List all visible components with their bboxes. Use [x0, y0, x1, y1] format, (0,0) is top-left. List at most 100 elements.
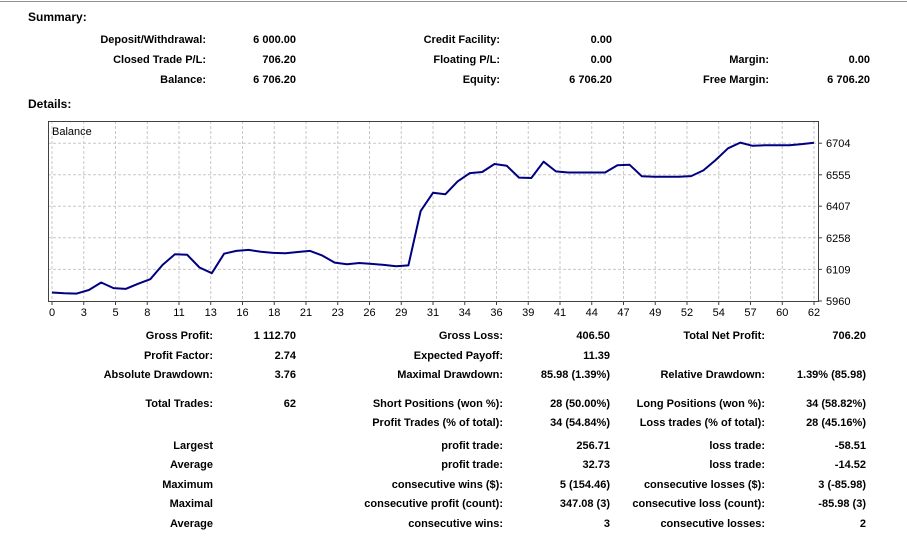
stat-value: 85.98 (1.39%): [540, 369, 610, 381]
stat-value: 62: [283, 397, 296, 410]
y-axis-label: 6555: [826, 170, 850, 182]
stat-value: 3 (-85.98): [818, 478, 866, 491]
stat-label: Relative Drawdown:: [660, 369, 765, 381]
stats-row: Total Trades: 62 Short Positions (won %): 2…: [28, 395, 866, 415]
stat-value: 34 (58.82%): [806, 397, 866, 410]
stat-value: [213, 456, 296, 476]
x-axis-label: 57: [744, 307, 756, 318]
x-axis-label: 49: [649, 307, 661, 318]
stat-value: 32.73: [582, 459, 610, 471]
x-axis-label: 8: [144, 307, 150, 318]
x-axis-label: 54: [713, 307, 725, 318]
stat-label: Short Positions (won %):: [372, 397, 503, 410]
stat-value: 34 (54.84%): [550, 417, 610, 429]
stat-label: Credit Facility:: [423, 34, 500, 46]
stats-row: Maximal consecutive profit (count): 347.08…: [28, 495, 866, 515]
chart-plot-border: [48, 121, 819, 302]
x-axis-label: 13: [205, 307, 217, 318]
stat-value: 5 (154.46): [559, 478, 610, 491]
x-axis-label: 0: [49, 307, 55, 318]
stats-row: Average profit trade: 32.73 loss trade: -14.…: [28, 456, 866, 476]
stat-label: Profit Factor:: [143, 349, 213, 362]
stat-value: 2.74: [274, 349, 296, 362]
stats-row: Gross Profit: 1 112.70 Gross Loss: 406.50 To…: [28, 327, 866, 347]
stat-value: [213, 414, 296, 434]
stat-label: Closed Trade P/L:: [113, 54, 206, 66]
stat-label: profit trade:: [441, 439, 503, 452]
x-axis-label: 11: [173, 307, 184, 318]
stat-label: Long Positions (won %):: [636, 397, 765, 410]
stat-label: Profit Trades (% of total):: [372, 417, 503, 429]
x-axis-label: 41: [554, 307, 566, 318]
stats-group: Gross Profit: 1 112.70 Gross Loss: 406.50 To…: [28, 327, 866, 386]
stat-value: [213, 476, 296, 496]
stat-label: Maximal Drawdown:: [397, 369, 503, 381]
x-axis-label: 23: [332, 307, 344, 318]
stat-label: Absolute Drawdown:: [103, 369, 213, 381]
x-axis-label: 47: [617, 307, 629, 318]
x-axis-label: 29: [395, 307, 407, 318]
summary-heading: Summary:: [28, 10, 87, 24]
stat-label: Margin:: [729, 54, 769, 66]
x-axis-label: 18: [268, 307, 280, 318]
stat-value: 28 (50.00%): [550, 397, 610, 410]
details-heading: Details:: [28, 97, 72, 111]
stat-label: consecutive profit (count):: [364, 498, 503, 510]
stat-value: 6 706.20: [827, 74, 870, 86]
y-axis-label: 6258: [826, 233, 850, 245]
stats-row: Profit Trades (% of total): 34 (54.84%) Lo…: [28, 414, 866, 434]
x-axis-label: 39: [522, 307, 534, 318]
stats-row: Maximum consecutive wins ($): 5 (154.46) co…: [28, 476, 866, 496]
x-axis-label: 26: [363, 307, 375, 318]
x-axis-label: 31: [427, 307, 439, 318]
stat-value: 706.20: [832, 330, 866, 342]
stat-value: 0.00: [848, 54, 870, 66]
x-axis-label: 52: [681, 307, 693, 318]
y-axis-label: 6407: [826, 201, 850, 213]
stat-label: consecutive losses ($):: [643, 478, 765, 491]
summary-row: Deposit/Withdrawal: 6 000.00 Credit Facili…: [28, 30, 870, 50]
x-axis-label: 21: [300, 307, 312, 318]
stat-label: Deposit/Withdrawal:: [100, 34, 206, 46]
x-axis-label: 44: [586, 307, 598, 318]
stat-label: Maximal: [169, 498, 213, 510]
balance-chart: 6704 6555 6407 6258 6109 5960 0 3 5 8 11 13 16 18 21 23…: [0, 118, 907, 319]
stat-label: consecutive loss (count):: [632, 498, 765, 510]
stat-value: [213, 515, 296, 535]
stat-label: [612, 30, 769, 50]
summary-row: Closed Trade P/L: 706.20 Floating P/L: 0.00…: [28, 50, 870, 70]
stat-label: loss trade:: [709, 459, 765, 471]
stat-value: 706.20: [262, 54, 296, 66]
stat-label: Free Margin:: [702, 74, 769, 86]
stat-label: Gross Profit:: [145, 330, 213, 342]
stat-value: -14.52: [834, 459, 866, 471]
stat-label: Average: [169, 517, 213, 530]
stat-value: [765, 347, 866, 367]
stat-label: Largest: [173, 439, 213, 452]
stat-label: Expected Payoff:: [413, 349, 503, 362]
x-axis-label: 3: [81, 307, 87, 318]
stat-value: 3.76: [274, 369, 296, 381]
stat-value: [769, 30, 870, 50]
stat-value: 406.50: [576, 330, 610, 342]
stat-label: loss trade:: [709, 439, 765, 452]
stat-label: Gross Loss:: [438, 330, 503, 342]
stat-value: 2: [859, 517, 866, 530]
x-axis-label: 60: [776, 307, 788, 318]
stats-table: Gross Profit: 1 112.70 Gross Loss: 406.50 To…: [28, 327, 866, 534]
stats-row: Profit Factor: 2.74 Expected Payoff: 11.39: [28, 347, 866, 367]
stat-label: Loss trades (% of total):: [639, 417, 765, 429]
top-divider: [0, 1, 907, 2]
stats-row: Largest profit trade: 256.71 loss trade: -58…: [28, 437, 866, 457]
stat-label: Balance:: [160, 74, 206, 86]
summary-table: Deposit/Withdrawal: 6 000.00 Credit Facili…: [28, 30, 870, 90]
x-axis-label: 34: [459, 307, 471, 318]
stat-value: 6 000.00: [253, 34, 296, 46]
chart-legend-balance: Balance: [52, 126, 92, 138]
stat-label: Maximum: [162, 478, 213, 491]
stat-label: consecutive losses:: [660, 517, 765, 530]
stats-group: Largest profit trade: 256.71 loss trade: -58…: [28, 437, 866, 535]
x-axis-label: 16: [236, 307, 248, 318]
stat-label: [610, 347, 765, 367]
